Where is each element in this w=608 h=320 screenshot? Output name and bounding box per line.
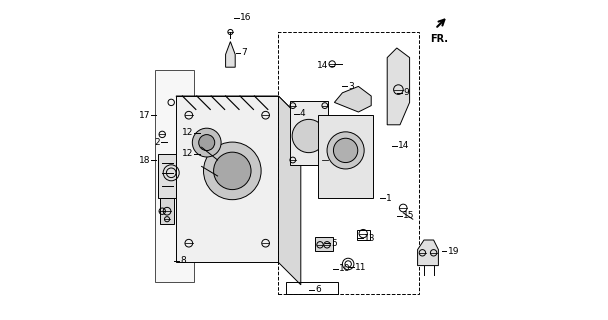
Text: 14: 14 [317, 61, 328, 70]
Circle shape [192, 128, 221, 157]
Polygon shape [387, 48, 410, 125]
Polygon shape [319, 115, 373, 198]
Text: 13: 13 [364, 234, 375, 243]
Text: FR.: FR. [430, 34, 448, 44]
Text: 6: 6 [315, 285, 320, 294]
Text: 10: 10 [339, 264, 350, 273]
Bar [286, 282, 337, 294]
Circle shape [292, 119, 325, 153]
Circle shape [204, 142, 261, 200]
Circle shape [213, 152, 251, 189]
Polygon shape [160, 198, 174, 224]
Polygon shape [176, 96, 301, 118]
Polygon shape [176, 96, 278, 262]
Text: 11: 11 [355, 263, 367, 272]
Text: 18: 18 [139, 156, 150, 164]
Text: 17: 17 [139, 111, 150, 120]
Text: 1: 1 [386, 194, 392, 203]
Text: 15: 15 [403, 212, 415, 220]
Text: 2: 2 [154, 138, 160, 147]
Text: 5: 5 [331, 239, 337, 248]
Text: 9: 9 [404, 88, 409, 97]
Text: 12: 12 [182, 128, 193, 137]
Text: 14: 14 [398, 141, 409, 150]
Polygon shape [289, 101, 328, 165]
Polygon shape [278, 96, 301, 285]
Polygon shape [226, 42, 235, 67]
Text: 4: 4 [300, 109, 305, 118]
Polygon shape [159, 154, 176, 198]
Circle shape [199, 135, 215, 151]
Text: 16: 16 [240, 13, 252, 22]
Text: 12: 12 [182, 149, 193, 158]
Text: 3: 3 [348, 82, 354, 91]
Polygon shape [155, 70, 193, 282]
Text: 8: 8 [181, 256, 186, 265]
Polygon shape [418, 240, 438, 266]
Circle shape [333, 138, 358, 163]
Text: 19: 19 [447, 247, 459, 256]
Text: 7: 7 [241, 48, 247, 57]
Polygon shape [334, 86, 371, 112]
Bar [278, 32, 419, 294]
Bar [357, 230, 370, 240]
Circle shape [327, 132, 364, 169]
Bar [315, 237, 333, 251]
